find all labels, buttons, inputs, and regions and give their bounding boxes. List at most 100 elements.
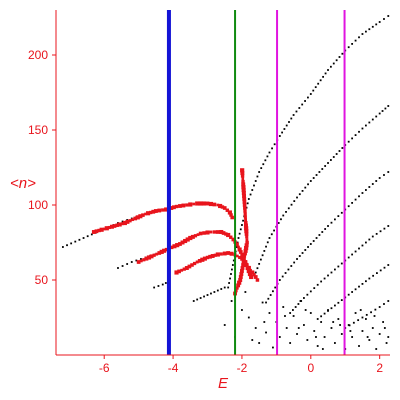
highlight-point [138, 214, 143, 219]
highlight-point [202, 231, 206, 235]
data-point [296, 258, 298, 260]
highlight-point [200, 257, 205, 262]
highlight-point [195, 260, 199, 264]
data-point [358, 36, 360, 39]
data-point [121, 265, 124, 267]
data-point [301, 190, 304, 192]
highlight-point [242, 257, 246, 261]
highlight-point [164, 247, 169, 252]
scatter-point [299, 300, 302, 302]
data-point [330, 271, 333, 274]
highlight-point [107, 225, 111, 230]
data-point [347, 46, 350, 49]
data-point [384, 107, 387, 110]
data-point [301, 252, 304, 254]
highlight-point [241, 177, 245, 181]
highlight-point [238, 255, 242, 260]
highlight-point [174, 204, 179, 209]
highlight-point [136, 260, 141, 264]
data-point [383, 18, 385, 20]
data-point [268, 151, 271, 154]
data-point [284, 272, 287, 274]
data-point [332, 156, 335, 158]
data-point [206, 294, 209, 296]
data-point [258, 262, 261, 265]
highlight-point [102, 227, 106, 231]
scatter-point [382, 321, 385, 323]
highlight-point [242, 197, 247, 201]
data-point [282, 214, 285, 217]
x-tick-label: 2 [376, 361, 383, 375]
highlight-point [169, 206, 174, 210]
highlight-point [182, 267, 186, 271]
data-point [376, 272, 378, 274]
data-point [329, 65, 332, 68]
data-point [266, 241, 269, 244]
data-point [270, 233, 273, 236]
highlight-point [250, 270, 255, 275]
data-point [317, 82, 320, 85]
data-point [334, 304, 336, 307]
highlight-point [238, 250, 243, 254]
scatter-point [361, 330, 364, 332]
data-point [307, 96, 309, 99]
data-point [361, 192, 364, 194]
data-point [283, 128, 286, 130]
highlight-point [243, 254, 247, 258]
highlight-point [240, 266, 245, 270]
highlight-point [188, 202, 193, 207]
scatter-point [251, 339, 254, 341]
highlight-point [174, 270, 179, 275]
highlight-point [149, 254, 154, 259]
data-point [387, 264, 390, 266]
highlight-point [234, 242, 239, 247]
data-point [230, 273, 232, 275]
data-point [161, 283, 164, 286]
data-point [298, 193, 301, 196]
data-point [199, 297, 202, 299]
scatter-point [303, 324, 305, 326]
scatter-point [366, 336, 369, 338]
highlight-point [146, 211, 151, 216]
data-point [324, 72, 327, 75]
data-point [246, 202, 249, 205]
highlight-point [241, 185, 246, 190]
data-point [379, 269, 382, 272]
data-point [358, 247, 360, 250]
highlight-point [196, 233, 200, 237]
data-point [260, 167, 263, 169]
highlight-point [205, 255, 210, 260]
data-point [383, 227, 386, 230]
data-point [278, 135, 281, 137]
highlight-point [240, 171, 245, 176]
data-point [361, 244, 364, 247]
highlight-point [112, 224, 117, 228]
highlight-point [246, 265, 251, 271]
scatter-point [285, 327, 288, 329]
scatter-point [373, 315, 376, 317]
data-point [329, 159, 332, 161]
highlight-point [244, 245, 249, 251]
highlight-point [144, 212, 147, 216]
data-point [383, 303, 385, 305]
highlight-point [202, 256, 207, 261]
highlight-point [240, 252, 244, 257]
data-point [266, 155, 269, 158]
data-point [381, 110, 384, 112]
highlight-point [244, 232, 249, 236]
highlight-point [208, 254, 212, 259]
highlight-point [246, 268, 251, 274]
highlight-point [104, 226, 109, 231]
data-point [203, 295, 205, 298]
highlight-point [210, 254, 215, 258]
data-point [321, 231, 324, 233]
data-point [298, 255, 301, 257]
data-point [287, 207, 290, 210]
data-point [316, 283, 319, 286]
data-point [327, 69, 329, 71]
data-point [259, 258, 262, 261]
highlight-point [243, 215, 247, 219]
data-point [304, 100, 306, 102]
data-point [337, 215, 340, 217]
highlight-point [153, 209, 158, 213]
